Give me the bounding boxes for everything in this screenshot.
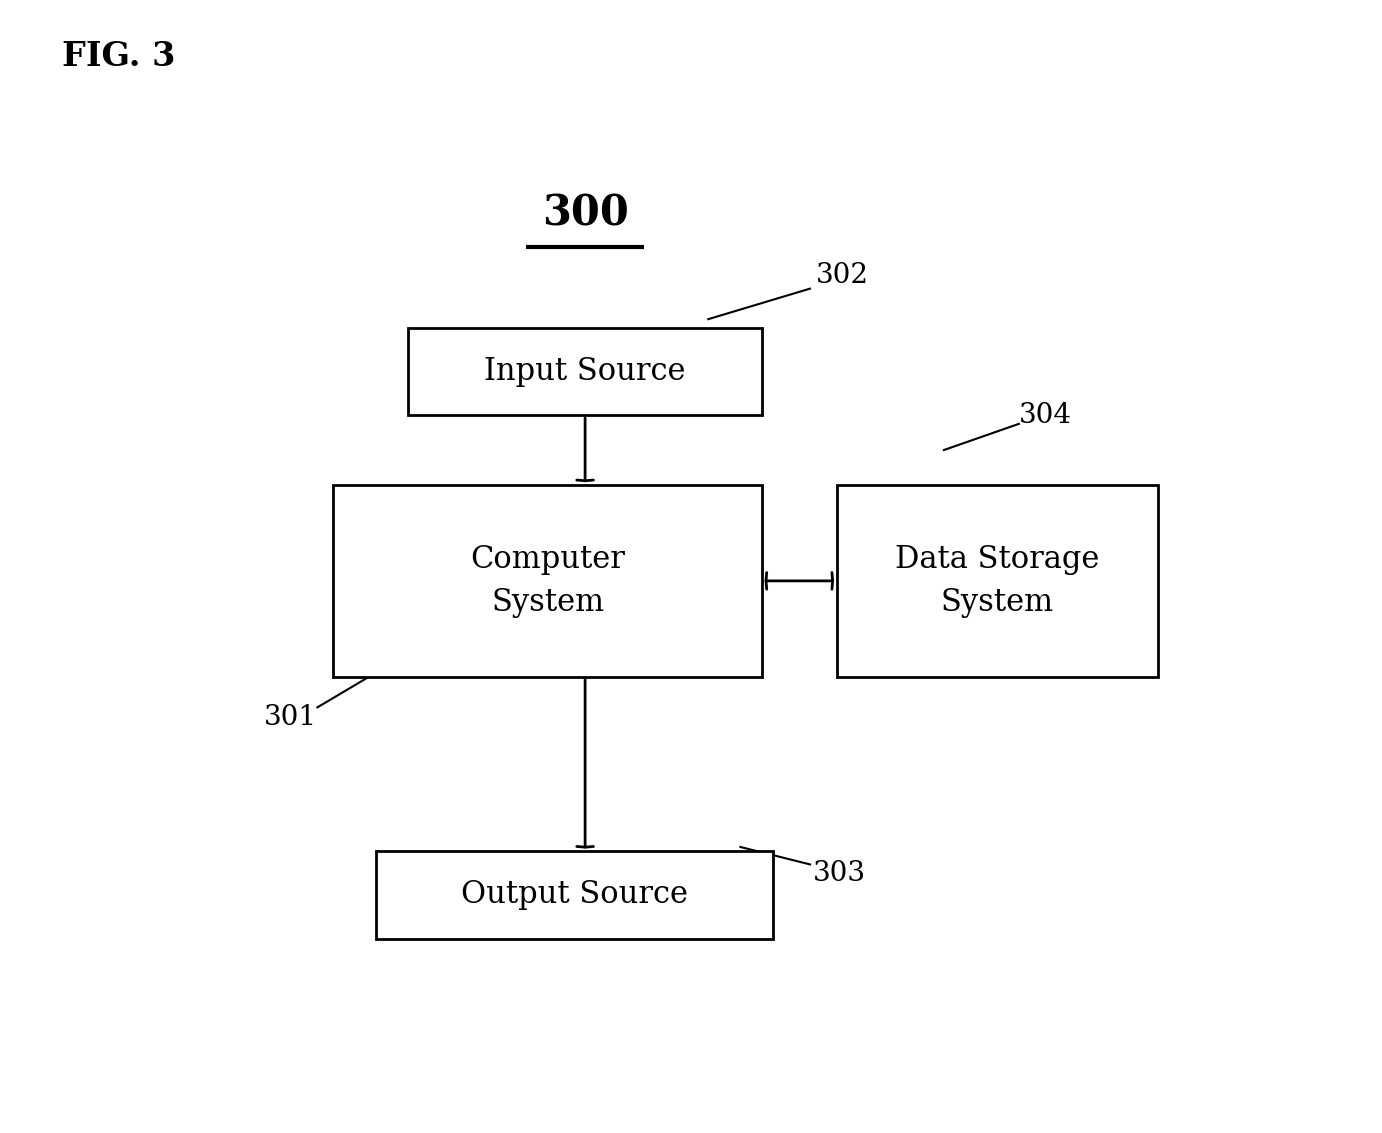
Text: 303: 303 <box>813 860 865 887</box>
Text: 300: 300 <box>542 193 629 235</box>
Text: FIG. 3: FIG. 3 <box>62 40 176 73</box>
Bar <box>376 851 773 938</box>
Text: 301: 301 <box>264 705 316 732</box>
Bar <box>409 327 761 415</box>
Text: 302: 302 <box>815 262 869 289</box>
Text: Computer
System: Computer System <box>470 544 625 617</box>
Bar <box>836 485 1158 676</box>
Text: Output Source: Output Source <box>460 879 688 911</box>
Bar <box>333 485 761 676</box>
Text: Data Storage
System: Data Storage System <box>896 544 1100 617</box>
Text: 304: 304 <box>1019 401 1072 428</box>
Text: Input Source: Input Source <box>484 356 685 387</box>
